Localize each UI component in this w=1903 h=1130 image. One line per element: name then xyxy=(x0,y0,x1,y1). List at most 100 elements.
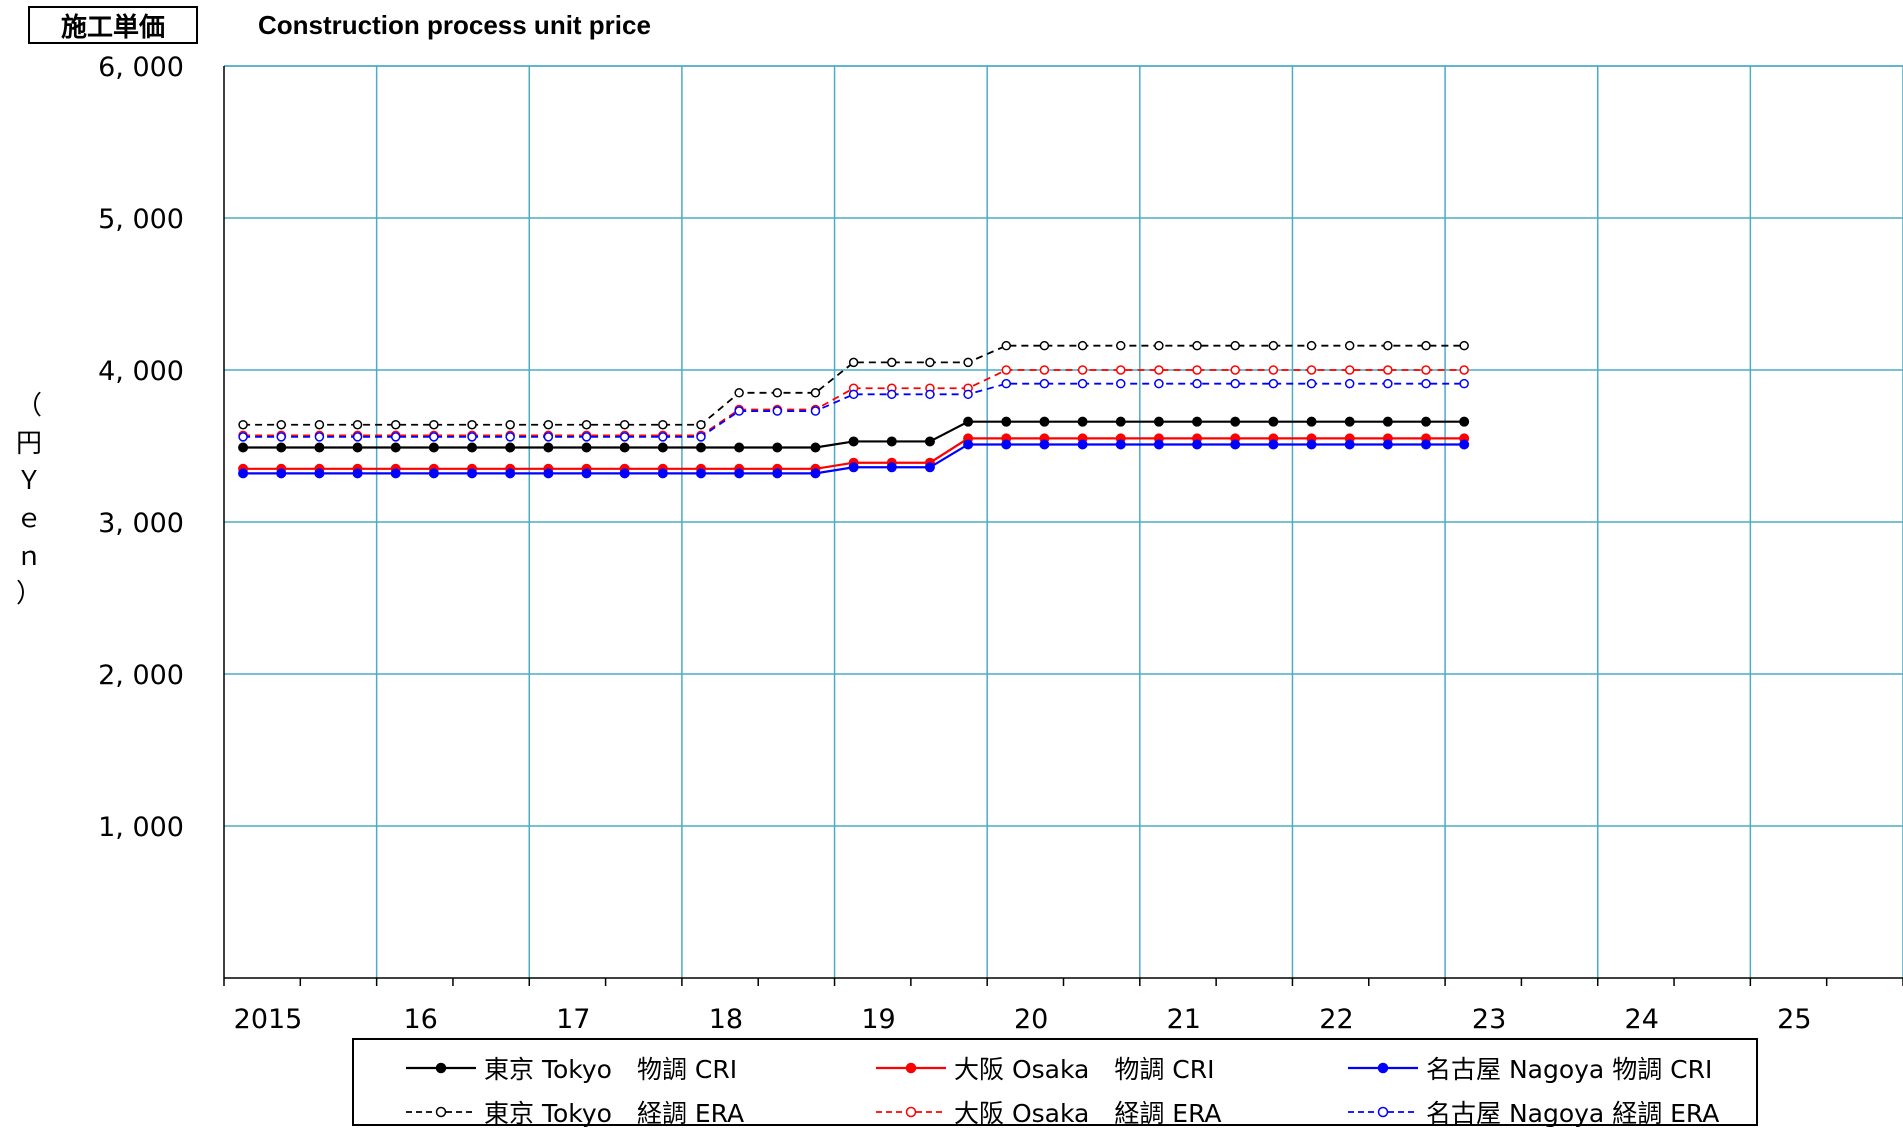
legend-item: 名古屋 Nagoya 物調 CRI xyxy=(1346,1050,1712,1086)
data-point xyxy=(695,442,706,453)
data-point xyxy=(848,462,859,473)
series-1 xyxy=(238,416,1470,453)
y-axis-label-char: （ xyxy=(15,391,42,421)
data-point xyxy=(1268,378,1279,389)
data-point xyxy=(963,439,974,450)
data-point xyxy=(581,442,592,453)
data-point xyxy=(1153,416,1164,427)
legend-item: 名古屋 Nagoya 経調 ERA xyxy=(1346,1094,1719,1130)
data-point xyxy=(1421,439,1432,450)
data-point xyxy=(1382,416,1393,427)
legend-swatch xyxy=(1348,1106,1418,1118)
legend-swatch xyxy=(1348,1062,1418,1074)
data-point xyxy=(1344,416,1355,427)
x-tick-label: 20 xyxy=(1014,1004,1048,1035)
data-point xyxy=(390,419,401,430)
x-tick-label: 21 xyxy=(1167,1004,1201,1035)
data-point xyxy=(658,419,668,430)
data-point xyxy=(1306,378,1317,389)
x-tick-label: 19 xyxy=(861,1004,895,1035)
data-point xyxy=(543,468,554,479)
data-point xyxy=(1230,365,1240,375)
series-4 xyxy=(238,340,1469,430)
data-point xyxy=(1459,340,1469,351)
data-point xyxy=(1115,439,1126,450)
data-point xyxy=(1268,365,1279,375)
data-point xyxy=(1115,416,1126,427)
legend-label: 名古屋 Nagoya 物調 CRI xyxy=(1426,1055,1713,1084)
data-point xyxy=(887,357,897,368)
data-point xyxy=(619,468,630,479)
data-point xyxy=(1230,439,1241,450)
data-point xyxy=(1383,365,1393,375)
legend-item: 東京 Tokyo 物調 CRI xyxy=(404,1050,737,1086)
data-point xyxy=(1306,365,1317,375)
data-point xyxy=(657,442,668,453)
legend: 東京 Tokyo 物調 CRI 大阪 Osaka 物調 CRI 名古屋 Nagoya… xyxy=(352,1038,1758,1128)
data-point xyxy=(1077,378,1088,389)
data-point xyxy=(581,468,592,479)
data-point xyxy=(1230,378,1240,389)
data-point xyxy=(1154,340,1164,351)
data-point xyxy=(963,416,974,427)
data-point xyxy=(925,357,935,368)
data-point xyxy=(352,442,363,453)
data-point xyxy=(467,442,478,453)
data-point xyxy=(1344,439,1355,450)
data-point xyxy=(1039,365,1050,375)
data-point xyxy=(772,388,783,398)
data-point xyxy=(1459,416,1470,427)
data-point xyxy=(1001,340,1012,351)
data-point xyxy=(1039,439,1050,450)
chart-title: Construction process unit price xyxy=(258,10,651,40)
y-tick-label: 3, 000 xyxy=(98,508,184,539)
legend-swatch xyxy=(876,1106,946,1118)
data-point xyxy=(848,389,859,400)
data-point xyxy=(505,442,516,453)
data-point xyxy=(1230,416,1241,427)
x-tick-label: 16 xyxy=(403,1004,437,1035)
data-point xyxy=(390,468,401,479)
data-point xyxy=(1421,340,1431,351)
data-point xyxy=(810,442,821,453)
legend-swatch-marker xyxy=(435,1106,447,1118)
legend-label: 大阪 Osaka 物調 CRI xyxy=(954,1055,1215,1084)
data-point xyxy=(1459,439,1470,450)
legend-label: 東京 Tokyo 物調 CRI xyxy=(484,1055,738,1084)
data-point xyxy=(314,432,325,442)
y-axis-label: （ 円 Ｙ ｅ ｎ ） xyxy=(14,388,44,614)
data-point xyxy=(276,419,286,430)
data-point xyxy=(1383,340,1393,351)
tick-labels: 1, 000 2, 000 3, 000 4, 000 5, 000 6, 000 2015… xyxy=(98,52,1811,1035)
data-point xyxy=(1192,416,1203,427)
legend-swatch-marker xyxy=(1377,1062,1389,1074)
data-point xyxy=(772,442,783,453)
data-point xyxy=(1154,365,1164,375)
series-3 xyxy=(238,439,1470,479)
data-point xyxy=(543,442,554,453)
data-point xyxy=(886,436,897,447)
data-point xyxy=(619,442,630,453)
y-axis-label-char: 円 xyxy=(15,428,42,459)
y-tick-label: 5, 000 xyxy=(98,204,184,235)
data-point xyxy=(581,432,592,442)
legend-swatch xyxy=(406,1062,476,1074)
data-point xyxy=(886,462,897,473)
x-tick-label: 18 xyxy=(709,1004,743,1035)
legend-label: 大阪 Osaka 経調 ERA xyxy=(954,1099,1222,1128)
data-point xyxy=(352,468,363,479)
data-point xyxy=(1230,340,1240,351)
data-point xyxy=(390,442,401,453)
data-point xyxy=(352,419,363,430)
y-axis-label-char: ） xyxy=(15,579,42,610)
data-point xyxy=(1192,340,1202,351)
data-point xyxy=(772,468,783,479)
data-point xyxy=(429,432,439,442)
legend-swatch xyxy=(406,1106,476,1118)
legend-item: 大阪 Osaka 経調 ERA xyxy=(874,1094,1222,1130)
data-point xyxy=(1192,378,1202,389)
data-point xyxy=(1001,439,1012,450)
data-point xyxy=(1115,378,1126,389)
data-point xyxy=(467,468,478,479)
data-point xyxy=(1077,439,1088,450)
